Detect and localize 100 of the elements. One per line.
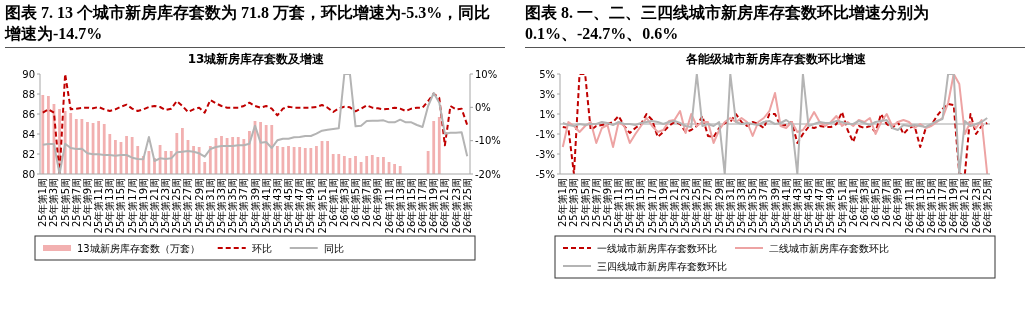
y-tick-label: 82 bbox=[22, 148, 35, 160]
x-tick-label: 25年第9周 bbox=[601, 178, 613, 228]
x-tick-label: 25年第33周 bbox=[215, 178, 227, 234]
x-tick-label: 26年第17周 bbox=[937, 178, 949, 234]
x-tick-label: 26年第19周 bbox=[428, 178, 440, 234]
x-tick-label: 25年第17周 bbox=[646, 178, 658, 234]
x-tick-label: 25年第7周 bbox=[70, 178, 82, 228]
x-tick-label: 25年第35周 bbox=[227, 178, 239, 234]
y-tick-label: 84 bbox=[22, 128, 35, 140]
chart-subtitle: 13城新房库存套数及增速 bbox=[187, 52, 326, 66]
x-tick-label: 25年第19周 bbox=[657, 178, 669, 234]
x-tick-label: 26年第15周 bbox=[925, 178, 937, 234]
x-tick-label: 26年第7周 bbox=[881, 178, 893, 228]
chart-subtitle: 各能级城市新房库存套数环比增速 bbox=[685, 52, 867, 66]
x-tick-label: 26年第7周 bbox=[361, 178, 373, 228]
x-tick-label: 25年第7周 bbox=[590, 178, 602, 228]
x-tick-label: 26年第19周 bbox=[948, 178, 960, 234]
y-tick-label: -3% bbox=[535, 148, 555, 160]
x-tick-label: 25年第21周 bbox=[668, 178, 680, 234]
x-tick-label: 25年第23周 bbox=[680, 178, 692, 234]
x-tick-label: 25年第35周 bbox=[747, 178, 759, 234]
legend-label: 二线城市新房库存套数环比 bbox=[769, 242, 889, 254]
x-tick-label: 25年第29周 bbox=[713, 178, 725, 234]
x-tick-label: 25年第41周 bbox=[780, 178, 792, 234]
y2-tick-label: -20% bbox=[475, 168, 501, 180]
x-tick-label: 26年第5周 bbox=[870, 178, 882, 228]
x-tick-label: 25年第13周 bbox=[104, 178, 116, 234]
x-tick-label: 26年第11周 bbox=[383, 178, 395, 234]
x-tick-label: 25年第9周 bbox=[81, 178, 93, 228]
x-tick-label: 26年第1周 bbox=[847, 178, 859, 228]
x-tick-label: 26年第5周 bbox=[350, 178, 362, 228]
x-tick-label: 26年第13周 bbox=[394, 178, 406, 234]
x-tick-label: 25年第45周 bbox=[803, 178, 815, 234]
x-tick-label: 25年第47周 bbox=[814, 178, 826, 234]
y2-tick-label: 0% bbox=[475, 101, 491, 113]
y-tick-label: 3% bbox=[539, 88, 555, 100]
x-tick-label: 25年第51周 bbox=[836, 178, 848, 234]
x-tick-label: 26年第25周 bbox=[981, 178, 993, 234]
x-tick-label: 26年第15周 bbox=[405, 178, 417, 234]
legend-label: 环比 bbox=[251, 242, 272, 254]
x-tick-label: 25年第45周 bbox=[283, 178, 295, 234]
x-tick-label: 26年第21周 bbox=[439, 178, 451, 234]
y-tick-label: 86 bbox=[22, 108, 35, 120]
x-tick-label: 25年第41周 bbox=[260, 178, 272, 234]
x-tick-label: 25年第39周 bbox=[249, 178, 261, 234]
x-tick-label: 26年第17周 bbox=[417, 178, 429, 234]
y-tick-label: 5% bbox=[539, 68, 555, 80]
x-tick-label: 25年第19周 bbox=[137, 178, 149, 234]
y2-tick-label: 10% bbox=[475, 68, 498, 80]
x-tick-label: 26年第3周 bbox=[858, 178, 870, 228]
y-tick-label: 80 bbox=[22, 168, 35, 180]
x-tick-label: 25年第1周 bbox=[37, 178, 49, 228]
x-tick-label: 25年第37周 bbox=[758, 178, 770, 234]
x-tick-label: 25年第25周 bbox=[171, 178, 183, 234]
x-tick-label: 25年第1周 bbox=[557, 178, 569, 228]
x-tick-label: 25年第5周 bbox=[579, 178, 591, 228]
x-tick-label: 25年第27周 bbox=[702, 178, 714, 234]
x-tick-label: 26年第21周 bbox=[959, 178, 971, 234]
x-tick-label: 25年第43周 bbox=[271, 178, 283, 234]
y-tick-label: -1% bbox=[535, 128, 555, 140]
x-tick-label: 25年第31周 bbox=[204, 178, 216, 234]
x-tick-label: 25年第43周 bbox=[791, 178, 803, 234]
x-tick-label: 25年第37周 bbox=[238, 178, 250, 234]
x-tick-label: 25年第39周 bbox=[769, 178, 781, 234]
legend-label: 三四线城市新房库存套数环比 bbox=[597, 260, 727, 272]
x-tick-label: 25年第47周 bbox=[294, 178, 306, 234]
x-tick-label: 26年第25周 bbox=[461, 178, 473, 234]
x-tick-label: 25年第27周 bbox=[182, 178, 194, 234]
legend-label: 一线城市新房库存套数环比 bbox=[597, 242, 717, 254]
legend-label: 13城新房库存套数（万套） bbox=[77, 242, 200, 254]
x-tick-label: 25年第5周 bbox=[59, 178, 71, 228]
x-tick-label: 26年第9周 bbox=[372, 178, 384, 228]
x-tick-label: 25年第15周 bbox=[115, 178, 127, 234]
x-tick-label: 25年第23周 bbox=[160, 178, 172, 234]
x-tick-label: 25年第13周 bbox=[624, 178, 636, 234]
chart-title: 图表 8. 一、二、三四线城市新房库存套数环比增速分别为 0.1%、-24.7%、0.6% bbox=[525, 2, 1025, 48]
x-tick-label: 26年第13周 bbox=[914, 178, 926, 234]
x-tick-label: 26年第3周 bbox=[338, 178, 350, 228]
x-tick-label: 25年第49周 bbox=[305, 178, 317, 234]
chart-title: 图表 7. 13 个城市新房库存套数为 71.8 万套，环比增速为-5.3%，同比增速为-14.7% bbox=[5, 2, 505, 48]
x-tick-label: 25年第31周 bbox=[724, 178, 736, 234]
x-tick-label: 25年第29周 bbox=[193, 178, 205, 234]
y2-tick-label: -10% bbox=[475, 135, 501, 147]
y-tick-label: 88 bbox=[22, 88, 35, 100]
x-tick-label: 26年第23周 bbox=[450, 178, 462, 234]
x-tick-label: 25年第25周 bbox=[691, 178, 703, 234]
x-tick-label: 25年第21周 bbox=[148, 178, 160, 234]
legend-label: 同比 bbox=[323, 242, 344, 254]
x-tick-label: 26年第11周 bbox=[903, 178, 915, 234]
x-tick-label: 25年第11周 bbox=[613, 178, 625, 234]
y-tick-label: 90 bbox=[22, 68, 35, 80]
x-tick-label: 25年第49周 bbox=[825, 178, 837, 234]
y-tick-label: -5% bbox=[535, 168, 555, 180]
x-tick-label: 26年第23周 bbox=[970, 178, 982, 234]
x-tick-label: 25年第33周 bbox=[735, 178, 747, 234]
x-tick-label: 25年第3周 bbox=[568, 178, 580, 228]
y-tick-label: 1% bbox=[539, 108, 555, 120]
x-tick-label: 25年第15周 bbox=[635, 178, 647, 234]
x-tick-label: 26年第9周 bbox=[892, 178, 904, 228]
x-tick-label: 25年第3周 bbox=[48, 178, 60, 228]
